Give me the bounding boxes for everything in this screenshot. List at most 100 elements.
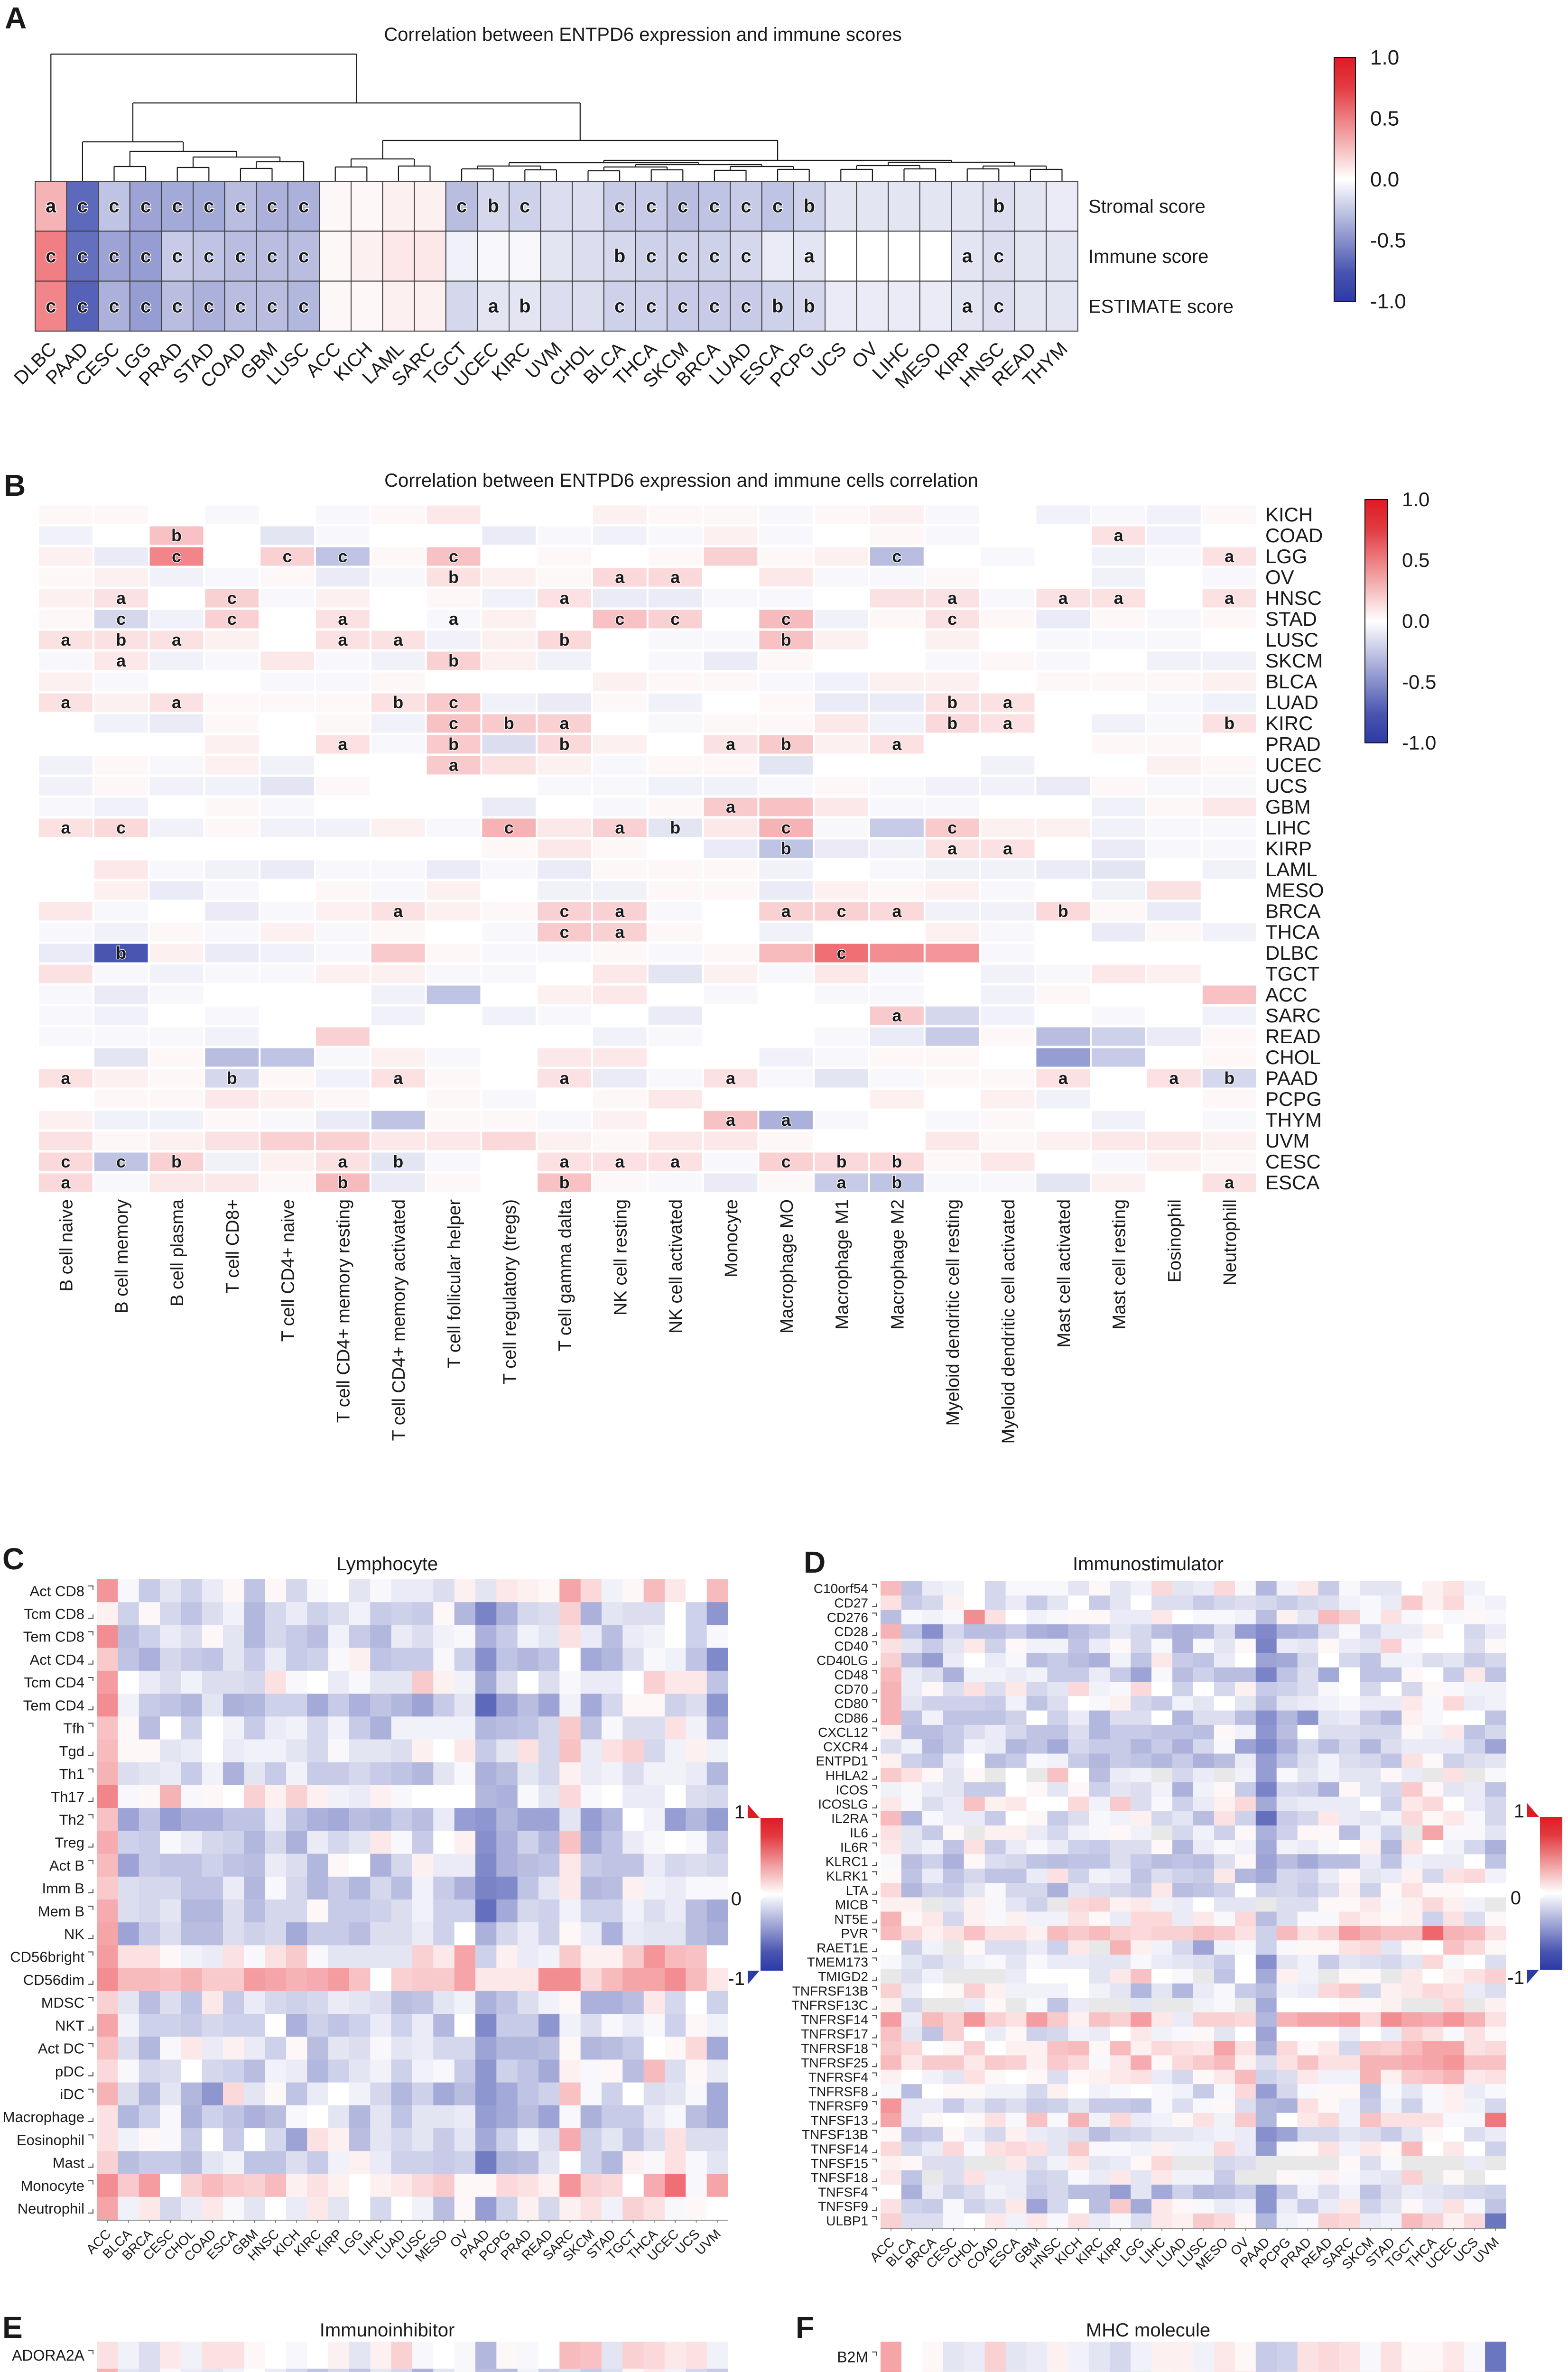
svg-text:a: a [338, 1152, 348, 1171]
svg-text:a: a [1169, 1068, 1179, 1088]
svg-text:0.5: 0.5 [1402, 549, 1429, 571]
svg-text:TMIGD2: TMIGD2 [818, 1969, 868, 1984]
svg-text:RAET1E: RAET1E [816, 1940, 868, 1955]
svg-text:a: a [726, 1068, 736, 1088]
svg-text:TGCT: TGCT [1265, 963, 1319, 985]
svg-text:TMEM173: TMEM173 [807, 1955, 868, 1970]
svg-text:a: a [1058, 588, 1068, 608]
svg-text:HNSC: HNSC [1265, 587, 1322, 609]
svg-text:a: a [615, 818, 625, 837]
svg-text:Act B: Act B [49, 1857, 84, 1874]
svg-text:Mast cell activated: Mast cell activated [1054, 1199, 1074, 1348]
svg-text:c: c [677, 246, 688, 267]
svg-text:T cell CD4+ memory resting: T cell CD4+ memory resting [334, 1199, 353, 1423]
svg-text:ICOS: ICOS [836, 1782, 868, 1797]
svg-text:1: 1 [1514, 1801, 1524, 1822]
svg-text:-0.5: -0.5 [1402, 671, 1436, 693]
svg-text:TNFSF9: TNFSF9 [818, 2199, 868, 2214]
svg-text:CESC: CESC [1265, 1150, 1321, 1173]
svg-text:b: b [337, 1173, 348, 1192]
svg-text:CD48: CD48 [834, 1668, 868, 1682]
svg-text:c: c [709, 296, 720, 316]
svg-text:Immunostimulator: Immunostimulator [1073, 1554, 1224, 1575]
svg-text:0.0: 0.0 [1402, 610, 1429, 632]
svg-text:a: a [1003, 839, 1013, 858]
svg-text:0.5: 0.5 [1370, 107, 1399, 130]
svg-text:NT5E: NT5E [834, 1912, 868, 1927]
svg-text:LIHC: LIHC [1265, 816, 1311, 839]
svg-text:Correlation between ENTPD6 exp: Correlation between ENTPD6 expression an… [384, 470, 978, 491]
svg-text:b: b [803, 296, 815, 316]
svg-text:MESO: MESO [1265, 879, 1324, 901]
svg-text:b: b [171, 1152, 182, 1171]
svg-text:CXCL12: CXCL12 [818, 1725, 868, 1740]
svg-text:c: c [140, 296, 151, 316]
svg-text:1.0: 1.0 [1370, 46, 1399, 69]
svg-text:T cell CD4+ memory activated: T cell CD4+ memory activated [389, 1199, 409, 1441]
svg-text:c: c [109, 196, 119, 217]
svg-text:c: c [109, 296, 119, 316]
svg-text:THCA: THCA [1265, 921, 1319, 943]
svg-text:COAD: COAD [1265, 524, 1323, 547]
svg-text:a: a [892, 901, 902, 921]
svg-text:c: c [709, 246, 720, 267]
svg-text:a: a [1003, 713, 1013, 733]
svg-text:LTA: LTA [846, 1883, 869, 1898]
svg-text:Macrophage M2: Macrophage M2 [888, 1199, 908, 1330]
svg-text:a: a [172, 693, 182, 712]
svg-text:LUSC: LUSC [1265, 629, 1318, 651]
svg-text:c: c [116, 1152, 126, 1171]
svg-text:b: b [171, 526, 182, 545]
svg-text:TNFRSF9: TNFRSF9 [808, 2099, 868, 2113]
svg-text:F: F [796, 2310, 814, 2344]
svg-text:c: c [741, 246, 751, 267]
svg-text:BLCA: BLCA [1265, 670, 1317, 693]
svg-text:b: b [947, 693, 957, 712]
svg-text:Eosinophil: Eosinophil [1165, 1199, 1185, 1282]
svg-text:a: a [726, 734, 736, 754]
svg-text:UCS: UCS [807, 338, 851, 381]
svg-text:CXCR4: CXCR4 [823, 1739, 868, 1754]
svg-text:c: c [77, 246, 88, 267]
svg-text:c: c [520, 196, 530, 217]
svg-text:c: c [77, 196, 88, 217]
svg-text:Tcm CD8: Tcm CD8 [24, 1606, 84, 1622]
svg-text:a: a [61, 1173, 71, 1192]
svg-text:C10orf54: C10orf54 [814, 1581, 868, 1596]
svg-text:T cell CD4+ naive: T cell CD4+ naive [278, 1199, 298, 1342]
svg-text:CD27: CD27 [834, 1596, 868, 1611]
svg-text:ESTIMATE score: ESTIMATE score [1088, 296, 1234, 317]
svg-text:B cell memory: B cell memory [112, 1199, 132, 1314]
svg-text:READ: READ [1265, 1025, 1321, 1047]
svg-text:c: c [560, 901, 569, 921]
svg-text:a: a [962, 296, 973, 316]
svg-text:c: c [677, 296, 688, 316]
svg-text:a: a [449, 609, 459, 629]
svg-text:Mem B: Mem B [38, 1903, 84, 1919]
svg-text:TNFRSF25: TNFRSF25 [801, 2056, 868, 2070]
svg-text:a: a [560, 1152, 570, 1171]
svg-text:KIRC: KIRC [1265, 712, 1313, 734]
svg-text:PVR: PVR [841, 1926, 868, 1941]
svg-text:Macrophage MO: Macrophage MO [777, 1199, 797, 1334]
svg-text:TNFRSF13C: TNFRSF13C [791, 1998, 868, 2013]
svg-text:UVM: UVM [1265, 1130, 1309, 1152]
svg-text:TNFRSF4: TNFRSF4 [808, 2070, 868, 2085]
svg-text:b: b [803, 196, 815, 217]
svg-text:a: a [615, 901, 625, 921]
svg-text:a: a [726, 1110, 736, 1130]
svg-text:b: b [559, 1173, 570, 1192]
svg-text:a: a [560, 588, 570, 608]
svg-text:c: c [77, 296, 88, 316]
svg-text:c: c [709, 196, 720, 217]
svg-text:KLRK1: KLRK1 [826, 1869, 868, 1883]
svg-text:b: b [670, 818, 680, 837]
svg-text:a: a [1114, 588, 1124, 608]
svg-text:a: a [61, 630, 71, 649]
svg-text:CD80: CD80 [834, 1696, 868, 1711]
svg-text:c: c [235, 246, 246, 267]
svg-text:a: a [116, 651, 126, 670]
svg-text:iDC: iDC [60, 2086, 84, 2103]
svg-text:a: a [116, 588, 126, 608]
svg-text:-0.5: -0.5 [1370, 229, 1406, 252]
